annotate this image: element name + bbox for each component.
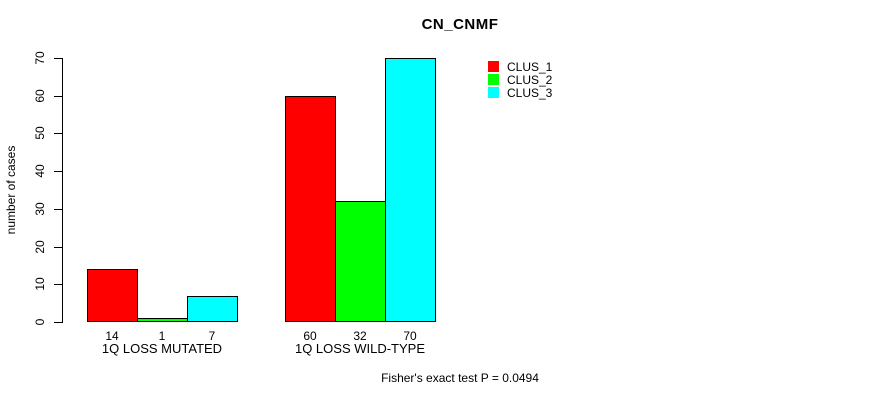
y-tick — [54, 171, 62, 172]
bar-value-label: 7 — [208, 329, 216, 343]
y-tick — [54, 247, 62, 248]
category-label: 1Q LOSS MUTATED — [101, 341, 223, 356]
y-tick — [54, 58, 62, 59]
y-axis-label: number of cases — [4, 145, 18, 235]
bar-value-label: 14 — [105, 329, 119, 343]
legend-swatch-icon — [488, 74, 499, 85]
legend-label: CLUS_1 — [507, 59, 553, 74]
y-axis-line — [62, 58, 63, 323]
y-tick-label: 50 — [33, 126, 47, 140]
y-tick-label: 30 — [33, 202, 47, 216]
y-tick-label: 0 — [33, 318, 47, 326]
legend-item: CLUS_2 — [488, 72, 553, 87]
legend-label: CLUS_3 — [507, 85, 553, 100]
y-tick — [54, 133, 62, 134]
y-tick — [54, 322, 62, 323]
y-tick-label: 70 — [33, 51, 47, 65]
legend-swatch-icon — [488, 87, 499, 98]
bar-clus_1-1 — [87, 269, 138, 322]
bar-value-label: 32 — [353, 329, 367, 343]
bar-clus_3-1 — [187, 296, 238, 322]
legend-swatch-icon — [488, 61, 499, 72]
y-tick — [54, 209, 62, 210]
y-tick-label: 20 — [33, 240, 47, 254]
bar-value-label: 70 — [403, 329, 417, 343]
y-tick-label: 40 — [33, 164, 47, 178]
bar-value-label: 60 — [303, 329, 317, 343]
y-tick — [54, 96, 62, 97]
category-label: 1Q LOSS WILD-TYPE — [294, 341, 426, 356]
legend-item: CLUS_1 — [488, 59, 553, 74]
y-tick — [54, 284, 62, 285]
legend-item: CLUS_3 — [488, 85, 553, 100]
bar-clus_1-2 — [285, 96, 336, 322]
bar-clus_3-2 — [385, 58, 436, 322]
bar-clus_2-2 — [335, 201, 386, 322]
legend-label: CLUS_2 — [507, 72, 553, 87]
annotation-text: Fisher's exact test P = 0.0494 — [381, 371, 539, 385]
bar-clus_2-1 — [137, 318, 188, 322]
y-tick-label: 60 — [33, 89, 47, 103]
legend: CLUS_1 CLUS_2 CLUS_3 — [488, 59, 553, 100]
bar-value-label: 1 — [158, 329, 166, 343]
y-tick-label: 10 — [33, 277, 47, 291]
chart-title: CN_CNMF — [421, 16, 499, 33]
